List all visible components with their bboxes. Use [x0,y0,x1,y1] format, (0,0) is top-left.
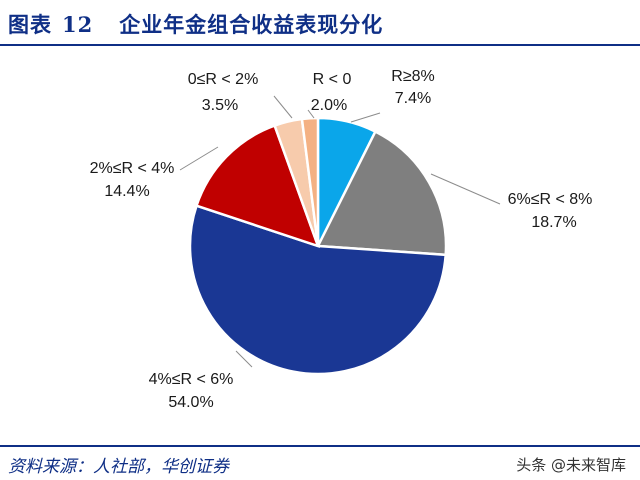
slice-value-label: 2.0% [311,97,347,114]
pie-slice [188,204,448,376]
footer-rule [0,445,640,447]
leader-line [350,112,381,123]
header-rule [0,44,640,46]
slice-category-label: R≥8% [391,68,434,85]
figure-label: 图表 [8,12,52,37]
slice-value-label: 7.4% [395,90,431,107]
figure-header: 图表 12 企业年金组合收益表现分化 [0,0,640,46]
slice-category-label: 0≤R < 2% [188,71,259,88]
slice-category-label: 4%≤R < 6% [149,371,234,388]
leader-line [273,95,293,119]
slice-value-label: 14.4% [104,183,149,200]
leader-line [430,173,501,205]
figure-title: 图表 12 企业年金组合收益表现分化 [8,9,383,39]
slice-category-label: R < 0 [313,71,352,88]
pie-slice [300,116,320,247]
figure-number: 12 [62,12,94,37]
leader-line [179,146,219,171]
pie-chart: R≥8% 7.4% 6%≤R < 8% 18.7% 4%≤R < 6% 54.0% 2%≤R… [90,68,593,411]
pie-slice [194,123,321,248]
watermark: 头条 @未来智库 [516,456,626,474]
source-note: 资料来源：人社部，华创证券 [8,457,229,477]
leader-line [235,350,253,368]
slice-value-label: 54.0% [168,394,213,411]
chart-title: 企业年金组合收益表现分化 [119,12,384,37]
slice-value-label: 3.5% [202,97,238,114]
slice-category-label: 6%≤R < 8% [508,191,593,208]
slice-value-label: 18.7% [531,214,576,231]
slice-category-label: 2%≤R < 4% [90,160,175,177]
leader-line [307,109,315,119]
pie-slice [316,129,448,257]
